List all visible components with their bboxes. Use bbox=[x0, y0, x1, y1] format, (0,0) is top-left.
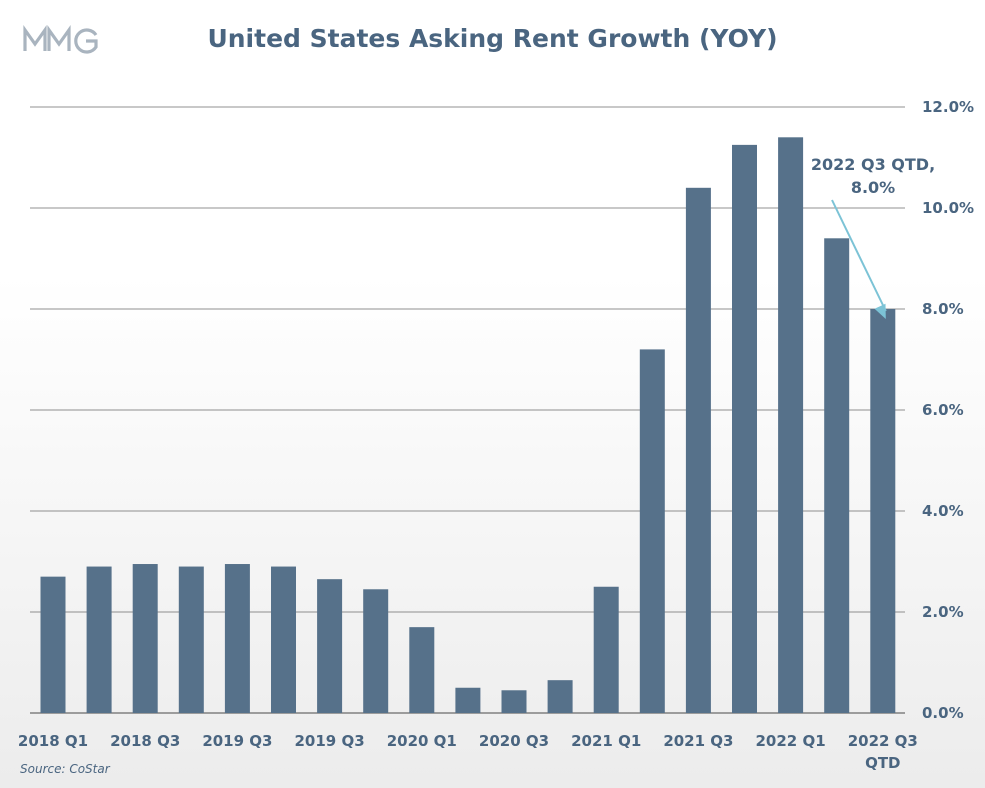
mmg-logo bbox=[23, 25, 98, 54]
annotation-arrowhead bbox=[874, 303, 886, 319]
y-axis-ticks: 0.0% 2.0% 4.0% 6.0% 8.0% 10.0% 12.0% bbox=[922, 98, 974, 722]
bar bbox=[40, 576, 66, 713]
x-tick-label: 2020 Q1 bbox=[387, 732, 457, 750]
bar bbox=[317, 579, 343, 713]
bar bbox=[455, 687, 481, 713]
bar bbox=[593, 586, 619, 713]
y-tick-label: 2.0% bbox=[922, 603, 964, 621]
y-tick-label: 12.0% bbox=[922, 98, 974, 116]
bar bbox=[132, 564, 158, 713]
annotation-arrow-line bbox=[831, 199, 887, 312]
y-tick-label: 6.0% bbox=[922, 401, 964, 419]
y-tick-label: 8.0% bbox=[922, 300, 964, 318]
x-tick-label: 2019 Q3 bbox=[202, 732, 272, 750]
annotation-value: 8.0% bbox=[851, 178, 895, 197]
bar bbox=[224, 564, 250, 713]
bar bbox=[639, 349, 665, 713]
bar bbox=[409, 627, 435, 713]
chart-title: United States Asking Rent Growth (YOY) bbox=[207, 24, 778, 53]
y-tick-label: 10.0% bbox=[922, 199, 974, 217]
bar bbox=[501, 690, 527, 713]
x-tick-label: 2020 Q3 bbox=[479, 732, 549, 750]
bar bbox=[778, 137, 804, 714]
y-tick-label: 0.0% bbox=[922, 704, 964, 722]
annotation-label: 2022 Q3 QTD, bbox=[811, 155, 935, 174]
x-tick-label: QTD bbox=[865, 754, 900, 772]
annotation: 2022 Q3 QTD, 8.0% bbox=[811, 155, 935, 319]
bar bbox=[178, 566, 204, 713]
x-tick-label: 2021 Q3 bbox=[663, 732, 733, 750]
source-note: Source: CoStar bbox=[20, 762, 110, 776]
y-tick-label: 4.0% bbox=[922, 502, 964, 520]
x-tick-label: 2022 Q1 bbox=[756, 732, 826, 750]
x-tick-label: 2022 Q3 bbox=[848, 732, 918, 750]
x-axis-ticks: 2018 Q1 2018 Q3 2019 Q3 2019 Q3 2020 Q1 2020 … bbox=[18, 732, 918, 772]
bar bbox=[271, 566, 296, 713]
x-tick-label: 2021 Q1 bbox=[571, 732, 641, 750]
bar bbox=[547, 680, 573, 713]
bar bbox=[685, 187, 711, 714]
bars bbox=[40, 137, 896, 714]
bar bbox=[363, 589, 389, 713]
x-tick-label: 2018 Q3 bbox=[110, 732, 180, 750]
bar bbox=[824, 238, 850, 714]
x-tick-label: 2018 Q1 bbox=[18, 732, 88, 750]
gridlines bbox=[30, 106, 905, 714]
bar bbox=[732, 144, 757, 713]
bar bbox=[86, 566, 112, 713]
bar bbox=[870, 309, 896, 713]
x-tick-label: 2019 Q3 bbox=[295, 732, 365, 750]
